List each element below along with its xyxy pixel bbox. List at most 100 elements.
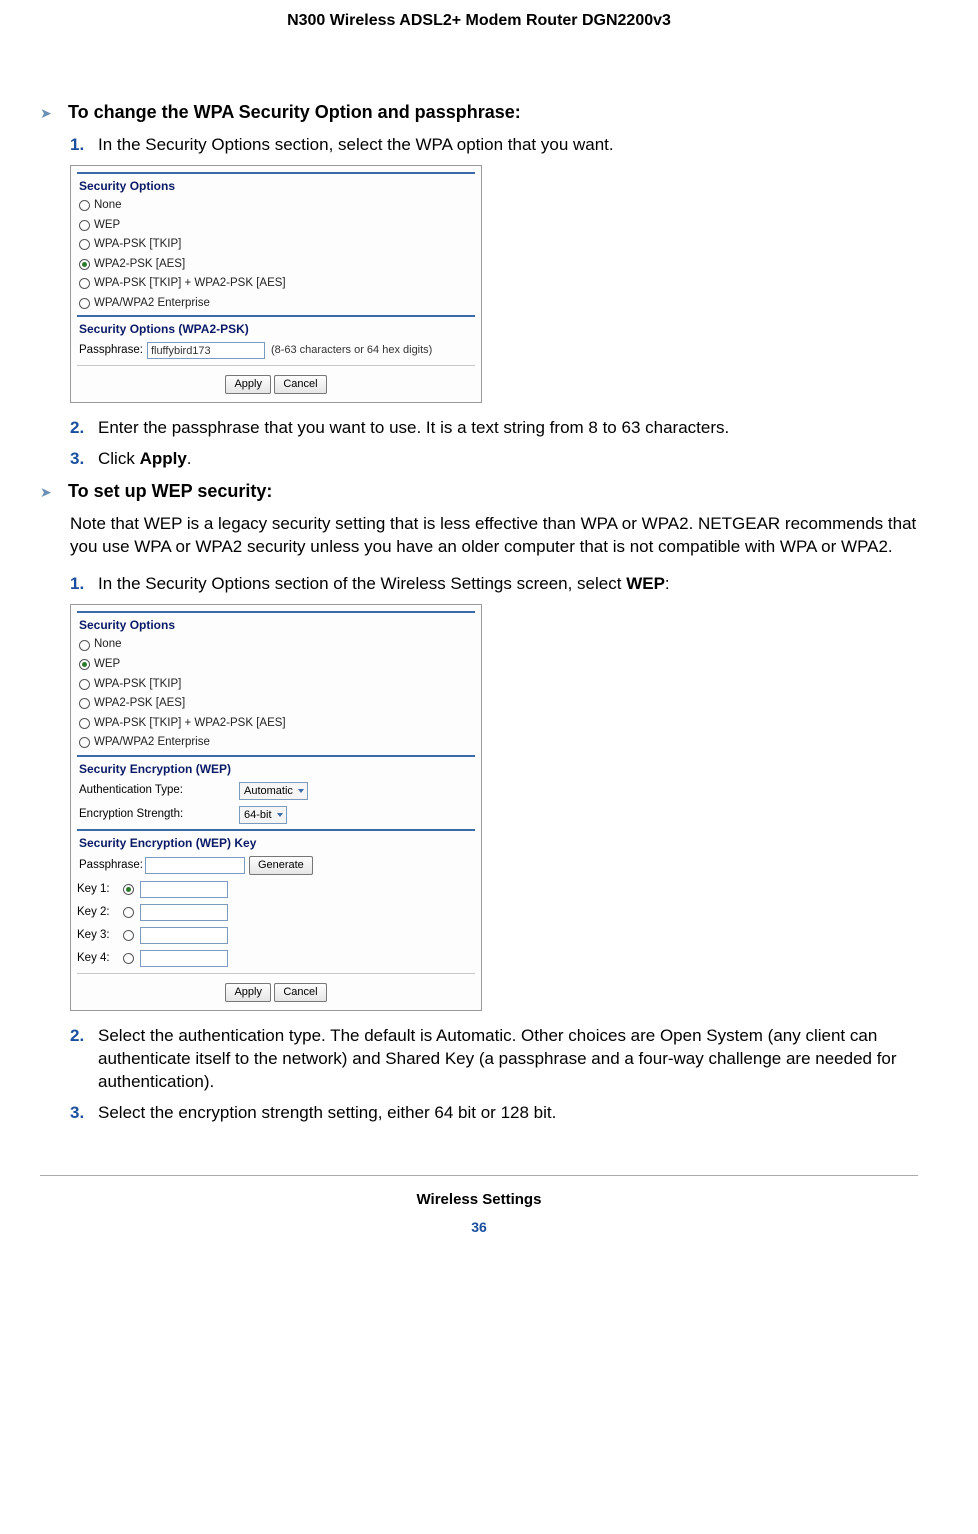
key-label: Key 3: [77,928,123,944]
radio-label: WEP [94,218,120,234]
radio-icon[interactable] [79,259,90,270]
key-label: Key 4: [77,951,123,967]
document-header: N300 Wireless ADSL2+ Modem Router DGN220… [40,10,918,92]
radio-icon[interactable] [79,200,90,211]
radio-icon[interactable] [123,884,134,895]
radio-icon[interactable] [79,239,90,250]
security-options-panel-wep: Security Options None WEP WPA-PSK [TKIP]… [70,604,482,1011]
cancel-button[interactable]: Cancel [274,375,326,394]
radio-option-wep[interactable]: WEP [77,655,475,675]
radio-icon[interactable] [123,953,134,964]
page-footer: Wireless Settings 36 [40,1175,918,1237]
radio-icon[interactable] [79,718,90,729]
wep-note-paragraph: Note that WEP is a legacy security setti… [70,513,918,559]
key-label: Key 1: [77,882,123,898]
radio-option-wpa-tkip[interactable]: WPA-PSK [TKIP] [77,675,475,695]
wep-key3-input[interactable] [140,927,228,944]
apply-button[interactable]: Apply [225,983,271,1002]
wep-passphrase-row: Passphrase: Generate [77,853,475,878]
radio-option-wpa-tkip[interactable]: WPA-PSK [TKIP] [77,235,475,255]
wep-passphrase-input[interactable] [145,857,245,874]
radio-icon[interactable] [79,220,90,231]
passphrase-row: Passphrase: (8-63 characters or 64 hex d… [77,339,475,362]
step-number: 1. [70,573,98,596]
wep-key2-input[interactable] [140,904,228,921]
radio-label: None [94,637,122,653]
radio-icon[interactable] [79,679,90,690]
radio-icon[interactable] [123,930,134,941]
radio-icon[interactable] [79,698,90,709]
step-number: 2. [70,1025,98,1094]
panel-sub-title: Security Options (WPA2-PSK) [77,315,475,339]
radio-label: WPA2-PSK [AES] [94,696,185,712]
radio-option-enterprise[interactable]: WPA/WPA2 Enterprise [77,294,475,314]
radio-icon[interactable] [79,737,90,748]
step-row: 3. Click Apply. [70,448,918,471]
step-number: 2. [70,417,98,440]
radio-label: WPA/WPA2 Enterprise [94,296,210,312]
step-row: 1. In the Security Options section of th… [70,573,918,596]
radio-option-wpa-mix[interactable]: WPA-PSK [TKIP] + WPA2-PSK [AES] [77,274,475,294]
radio-option-wpa-mix[interactable]: WPA-PSK [TKIP] + WPA2-PSK [AES] [77,714,475,734]
enc-strength-label: Encryption Strength: [79,807,239,823]
auth-type-label: Authentication Type: [79,783,239,799]
wep-key4-row: Key 4: [77,947,475,970]
heading-wep-setup: ➤ To set up WEP security: [40,479,918,503]
panel-section-title: Security Options [77,172,475,196]
wep-key1-input[interactable] [140,881,228,898]
passphrase-input[interactable] [147,342,265,359]
radio-label: WPA-PSK [TKIP] + WPA2-PSK [AES] [94,276,286,292]
step-row: 1. In the Security Options section, sele… [70,134,918,157]
step-text: Click Apply. [98,448,918,471]
radio-icon[interactable] [123,907,134,918]
radio-option-none[interactable]: None [77,635,475,655]
heading-wpa-change: ➤ To change the WPA Security Option and … [40,100,918,124]
radio-icon[interactable] [79,659,90,670]
radio-option-wpa2-aes[interactable]: WPA2-PSK [AES] [77,255,475,275]
radio-icon[interactable] [79,278,90,289]
auth-type-row: Authentication Type: Automatic [77,779,475,803]
step-row: 2. Enter the passphrase that you want to… [70,417,918,440]
step-text: Select the encryption strength setting, … [98,1102,918,1125]
radio-label: None [94,198,122,214]
heading-text: To change the WPA Security Option and pa… [68,100,521,124]
panel-key-title: Security Encryption (WEP) Key [77,829,475,853]
radio-label: WPA-PSK [TKIP] + WPA2-PSK [AES] [94,716,286,732]
radio-label: WPA-PSK [TKIP] [94,237,181,253]
auth-type-select[interactable]: Automatic [239,782,308,800]
step-row: 2. Select the authentication type. The d… [70,1025,918,1094]
arrow-icon: ➤ [40,483,56,502]
step-row: 3. Select the encryption strength settin… [70,1102,918,1125]
arrow-icon: ➤ [40,104,56,123]
step-number: 3. [70,1102,98,1125]
enc-strength-row: Encryption Strength: 64-bit [77,803,475,827]
wep-key3-row: Key 3: [77,924,475,947]
passphrase-label: Passphrase: [79,343,143,359]
enc-strength-select[interactable]: 64-bit [239,806,287,824]
heading-text: To set up WEP security: [68,479,272,503]
wep-key1-row: Key 1: [77,878,475,901]
radio-option-enterprise[interactable]: WPA/WPA2 Enterprise [77,733,475,753]
step-text: Select the authentication type. The defa… [98,1025,918,1094]
cancel-button[interactable]: Cancel [274,983,326,1002]
security-options-panel-wpa: Security Options None WEP WPA-PSK [TKIP]… [70,165,482,403]
step-text: In the Security Options section, select … [98,134,918,157]
key-label: Key 2: [77,905,123,921]
radio-option-none[interactable]: None [77,196,475,216]
radio-option-wpa2-aes[interactable]: WPA2-PSK [AES] [77,694,475,714]
radio-label: WEP [94,657,120,673]
radio-icon[interactable] [79,298,90,309]
radio-option-wep[interactable]: WEP [77,216,475,236]
step-text: In the Security Options section of the W… [98,573,918,596]
radio-icon[interactable] [79,640,90,651]
radio-label: WPA2-PSK [AES] [94,257,185,273]
wep-key2-row: Key 2: [77,901,475,924]
radio-label: WPA-PSK [TKIP] [94,677,181,693]
step-number: 1. [70,134,98,157]
passphrase-hint: (8-63 characters or 64 hex digits) [271,343,432,358]
wep-passphrase-label: Passphrase: [79,858,143,874]
apply-button[interactable]: Apply [225,375,271,394]
radio-label: WPA/WPA2 Enterprise [94,735,210,751]
wep-key4-input[interactable] [140,950,228,967]
generate-button[interactable]: Generate [249,856,313,875]
